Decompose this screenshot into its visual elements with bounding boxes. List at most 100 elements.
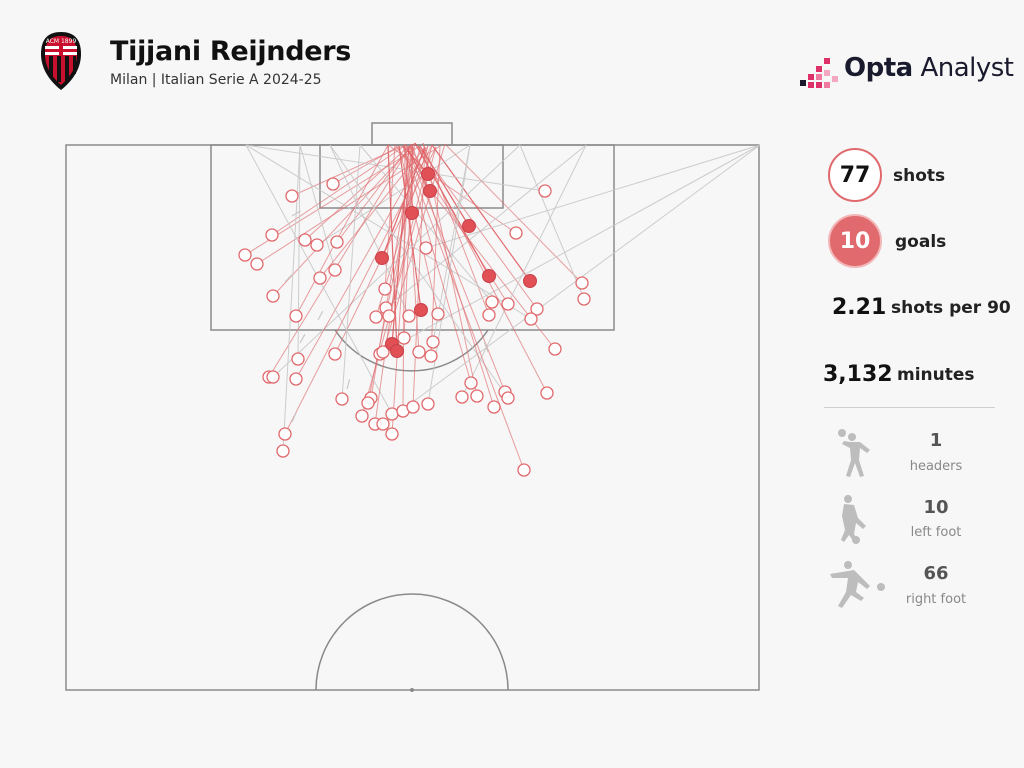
penalty-arc — [334, 329, 489, 372]
shot-marker — [485, 295, 499, 309]
off-target-shot-line — [359, 144, 493, 303]
blocked-shot-line — [284, 274, 293, 283]
centre-spot — [410, 688, 414, 692]
shot-line — [405, 144, 506, 393]
shot-marker — [419, 241, 433, 255]
shot-marker — [406, 400, 420, 414]
shot-marker — [470, 389, 484, 403]
shot-line — [403, 146, 414, 339]
blocked-shot-line — [483, 342, 489, 353]
shot-line — [411, 143, 495, 408]
blocked-shot-line — [346, 379, 351, 390]
off-target-shot-line — [299, 144, 336, 271]
shot-marker — [369, 310, 383, 324]
blocked-shot-line — [299, 334, 306, 344]
shot-marker — [540, 386, 554, 400]
shot-markers — [238, 167, 591, 477]
shot-line — [271, 144, 407, 236]
shot-marker — [335, 392, 349, 406]
shot-line — [412, 146, 426, 408]
shot-line — [402, 145, 525, 471]
opta-analyst-logo: Opta Analyst — [798, 50, 1014, 90]
crest-text: ACM 1899 — [46, 38, 77, 45]
shot-marker — [464, 376, 478, 390]
shot-marker — [238, 248, 252, 262]
shot-line — [319, 146, 426, 279]
off-target-shot-line — [245, 144, 532, 320]
shot-marker — [378, 282, 392, 296]
shot-marker — [426, 335, 440, 349]
shot-marker — [548, 342, 562, 356]
goal-marker — [414, 303, 428, 317]
shot-line — [295, 144, 389, 317]
shot-marker — [482, 308, 496, 322]
shot-marker — [577, 292, 591, 306]
off-target-shot-line — [379, 144, 761, 355]
pitch-outline — [65, 144, 760, 691]
shot-marker — [575, 276, 589, 290]
shot-marker — [289, 309, 303, 323]
shot-line — [295, 145, 429, 380]
shot-marker — [431, 307, 445, 321]
goal-marker — [482, 269, 496, 283]
off-target-shot-line — [329, 144, 410, 317]
shot-line — [268, 144, 412, 378]
opta-logo-icon — [800, 58, 838, 88]
shot-marker — [538, 184, 552, 198]
goal-marker — [421, 167, 435, 181]
shot-marker — [517, 463, 531, 477]
off-target-shot-line — [382, 144, 761, 425]
shot-marker — [501, 297, 515, 311]
shot-marker — [328, 263, 342, 277]
shot-line — [334, 146, 437, 355]
shot-marker — [266, 370, 280, 384]
shot-marker — [266, 289, 280, 303]
shot-marker — [330, 235, 344, 249]
shot-line — [272, 142, 416, 297]
shot-marker — [310, 238, 324, 252]
subtitle: Milan | Italian Serie A 2024-25 — [110, 72, 322, 88]
blocked-shot-line — [291, 412, 297, 423]
shot-marker — [265, 228, 279, 242]
shot-marker — [355, 409, 369, 423]
club-crest: ACM 1899 — [41, 32, 81, 90]
shot-marker — [376, 345, 390, 359]
goal-marker — [405, 206, 419, 220]
shot-marker — [326, 177, 340, 191]
shot-marker — [509, 226, 523, 240]
shot-line — [384, 144, 396, 290]
off-target-shot-line — [316, 144, 471, 246]
shot-marker — [397, 331, 411, 345]
shot-line — [398, 145, 439, 315]
off-target-shot-line — [519, 144, 585, 300]
shot-marker — [385, 407, 399, 421]
centre-circle — [315, 593, 509, 691]
shot-marker — [424, 349, 438, 363]
blocked-shot-line — [291, 210, 301, 217]
player-name: Tijjani Reijnders — [110, 36, 352, 67]
goal — [371, 122, 453, 146]
goal-marker — [423, 184, 437, 198]
shot-marker — [501, 391, 515, 405]
blocked-shot-line — [317, 310, 324, 321]
shot-line — [402, 145, 472, 384]
shot-marker — [276, 444, 290, 458]
shot-line — [387, 144, 517, 234]
shot-marker — [530, 302, 544, 316]
shot-marker — [278, 427, 292, 441]
shot-marker — [250, 257, 264, 271]
shot-line — [417, 145, 548, 394]
shot-marker — [376, 417, 390, 431]
shot-marker — [291, 352, 305, 366]
shot-marker — [385, 427, 399, 441]
shot-marker — [412, 345, 426, 359]
off-target-shot-line — [341, 144, 361, 400]
shot-marker — [487, 400, 501, 414]
shot-marker — [455, 390, 469, 404]
shot-line — [402, 143, 406, 412]
off-target-shot-line — [461, 144, 587, 398]
shot-marker — [421, 397, 435, 411]
shot-marker — [402, 309, 416, 323]
off-target-shot-line — [385, 144, 587, 309]
